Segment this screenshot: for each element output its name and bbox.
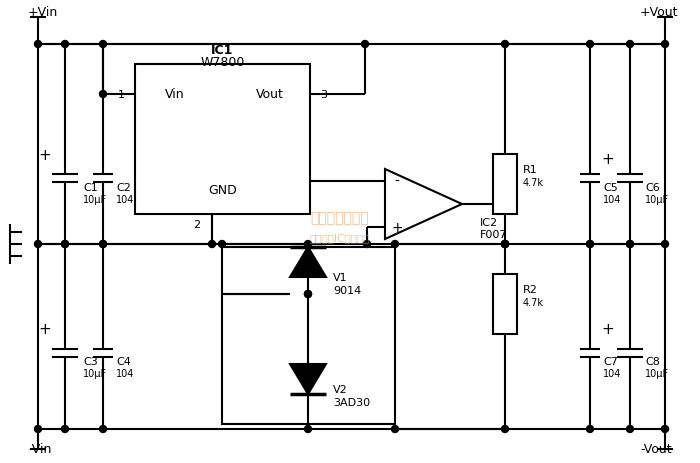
Text: -Vin: -Vin	[28, 443, 51, 456]
Text: 3AD30: 3AD30	[333, 397, 370, 407]
Circle shape	[34, 41, 41, 49]
Text: +: +	[391, 220, 402, 234]
Circle shape	[587, 241, 594, 248]
Text: IC2: IC2	[480, 218, 498, 227]
Bar	[222, 247, 395, 424]
Text: 10μF: 10μF	[83, 194, 107, 205]
Text: F007: F007	[480, 230, 508, 239]
Text: V1: V1	[333, 272, 348, 282]
Circle shape	[587, 425, 594, 432]
Circle shape	[391, 425, 398, 432]
Text: C5: C5	[603, 182, 617, 193]
Text: W7800: W7800	[200, 56, 245, 69]
Circle shape	[626, 241, 634, 248]
Circle shape	[587, 41, 594, 49]
Polygon shape	[290, 247, 326, 277]
Text: C8: C8	[645, 356, 660, 366]
Text: +: +	[601, 322, 615, 337]
Text: 4.7k: 4.7k	[523, 178, 544, 188]
Text: -: -	[395, 175, 400, 188]
Text: +: +	[601, 152, 615, 167]
Circle shape	[391, 241, 398, 248]
Text: Vin: Vin	[165, 88, 185, 101]
Text: IC1: IC1	[211, 44, 234, 56]
Text: 10μF: 10μF	[645, 368, 669, 378]
Circle shape	[662, 41, 668, 49]
Text: 104: 104	[603, 194, 622, 205]
Circle shape	[99, 241, 106, 248]
Text: 10μF: 10μF	[645, 194, 669, 205]
Text: +: +	[38, 322, 51, 337]
Circle shape	[501, 241, 508, 248]
Circle shape	[363, 241, 370, 248]
Text: C1: C1	[83, 182, 98, 193]
Circle shape	[62, 241, 69, 248]
Circle shape	[501, 41, 508, 49]
Circle shape	[99, 91, 106, 98]
Bar	[493, 275, 517, 334]
Circle shape	[662, 241, 668, 248]
Circle shape	[626, 241, 634, 248]
Text: -Vout: -Vout	[640, 443, 671, 456]
Circle shape	[99, 41, 106, 49]
Bar	[135, 65, 310, 214]
Text: 10μF: 10μF	[83, 368, 107, 378]
Circle shape	[626, 425, 634, 432]
Circle shape	[361, 41, 368, 49]
Circle shape	[62, 241, 69, 248]
Text: GND: GND	[208, 183, 237, 196]
Text: 1: 1	[118, 90, 125, 100]
Circle shape	[304, 425, 312, 432]
Circle shape	[99, 425, 106, 432]
Circle shape	[34, 425, 41, 432]
Text: 2: 2	[193, 219, 200, 230]
Text: 104: 104	[116, 194, 134, 205]
Text: R1: R1	[523, 165, 538, 175]
Text: +Vin: +Vin	[28, 6, 58, 19]
Text: C2: C2	[116, 182, 131, 193]
Text: 104: 104	[603, 368, 622, 378]
Circle shape	[626, 41, 634, 49]
Circle shape	[62, 41, 69, 49]
Text: +Vout: +Vout	[640, 6, 678, 19]
Text: V2: V2	[333, 384, 348, 394]
Text: 4.7k: 4.7k	[523, 297, 544, 307]
Circle shape	[587, 241, 594, 248]
Circle shape	[501, 425, 508, 432]
Circle shape	[304, 241, 312, 248]
Circle shape	[304, 291, 312, 298]
Text: +: +	[38, 147, 51, 162]
Text: 全球最大IC采购网站: 全球最大IC采购网站	[310, 232, 370, 243]
Circle shape	[218, 241, 225, 248]
Circle shape	[34, 241, 41, 248]
Text: Vout: Vout	[256, 88, 284, 101]
Circle shape	[304, 291, 312, 298]
Text: C3: C3	[83, 356, 98, 366]
Circle shape	[209, 241, 216, 248]
Circle shape	[62, 425, 69, 432]
Text: 9014: 9014	[333, 285, 361, 295]
Polygon shape	[290, 364, 326, 394]
Text: C7: C7	[603, 356, 618, 366]
Text: 3: 3	[320, 90, 327, 100]
Circle shape	[99, 241, 106, 248]
Circle shape	[501, 241, 508, 248]
Circle shape	[662, 425, 668, 432]
Bar	[493, 155, 517, 214]
Text: C6: C6	[645, 182, 659, 193]
Circle shape	[501, 241, 508, 248]
Text: 维库电子市场网: 维库电子市场网	[311, 211, 370, 225]
Text: 104: 104	[116, 368, 134, 378]
Text: R2: R2	[523, 284, 538, 294]
Text: C4: C4	[116, 356, 131, 366]
